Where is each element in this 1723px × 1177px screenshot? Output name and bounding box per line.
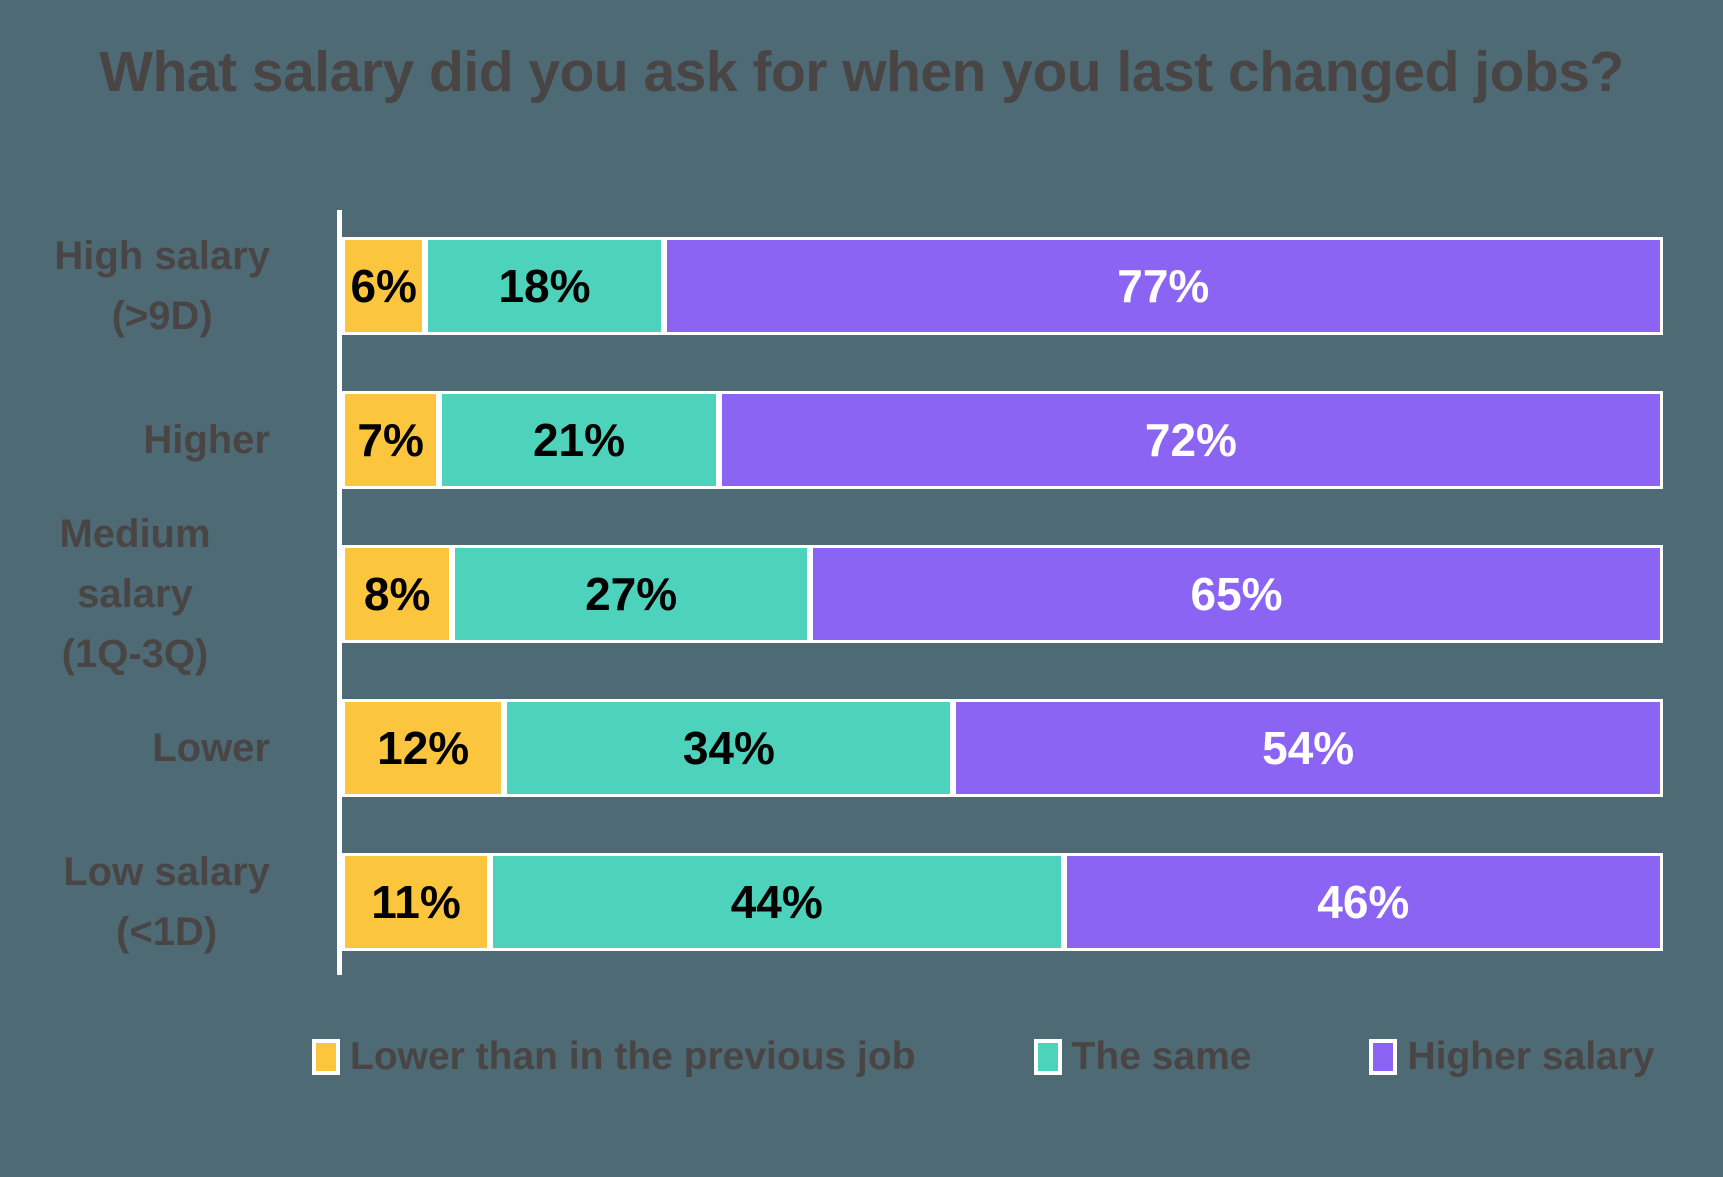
bar-segment: 11% [342,853,490,951]
legend-label: Higher salary [1407,1035,1655,1078]
stacked-bar: 6% 18% 77% [342,237,1663,335]
bar-row: High salary (>9D) 6% 18% 77% [0,234,1663,338]
bar-segment: 18% [425,237,664,335]
bar-row: Higher 7% 21% 72% [0,391,1663,489]
stacked-bar: 7% 21% 72% [342,391,1663,489]
legend-item: The same [1033,1035,1252,1079]
category-label: High salary (>9D) [54,234,270,338]
bar-row: Low salary (<1D) 11% 44% 46% [0,850,1663,954]
legend-label: The same [1071,1035,1252,1078]
stacked-bar: 8% 27% 65% [342,545,1663,643]
chart-title: What salary did you ask for when you las… [99,40,1624,104]
bar-segment: 65% [810,545,1663,643]
category-label: Lower [152,726,270,770]
bar-segment: 6% [342,237,426,335]
bar-segment: 34% [504,699,954,797]
bar-rows: High salary (>9D) 6% 18% 77% Higher 7% 21% 72% M… [0,234,1663,954]
legend-item: Lower than in the previous job [312,1035,916,1079]
stacked-bar: 12% 34% 54% [342,699,1663,797]
legend-swatch-icon [1033,1039,1062,1075]
legend: Lower than in the previous job The same Hi… [312,1035,1655,1079]
bar-segment: 8% [342,545,453,643]
bar-row: Medium salary (1Q-3Q) 8% 27% 65% [0,512,1663,676]
bar-segment: 7% [342,391,440,489]
bar-segment: 21% [439,391,719,489]
bar-segment: 72% [718,391,1663,489]
legend-swatch-icon [312,1039,340,1075]
stacked-bar: 11% 44% 46% [342,853,1663,951]
category-label: Higher [143,418,270,462]
legend-swatch-icon [1369,1039,1398,1075]
plot-area: High salary (>9D) 6% 18% 77% Higher 7% 21% 72% M… [0,210,1663,1007]
bar-segment: 77% [663,237,1663,335]
bar-row: Lower 12% 34% 54% [0,699,1663,797]
bar-segment: 46% [1063,853,1663,951]
bar-segment: 54% [953,699,1663,797]
y-axis-line [337,210,342,975]
category-label: Medium salary (1Q-3Q) [59,512,211,676]
legend-item: Higher salary [1369,1035,1655,1079]
bar-segment: 12% [342,699,505,797]
category-label: Low salary (<1D) [63,850,270,954]
bar-segment: 44% [489,853,1064,951]
bar-segment: 27% [452,545,811,643]
legend-label: Lower than in the previous job [350,1035,916,1078]
